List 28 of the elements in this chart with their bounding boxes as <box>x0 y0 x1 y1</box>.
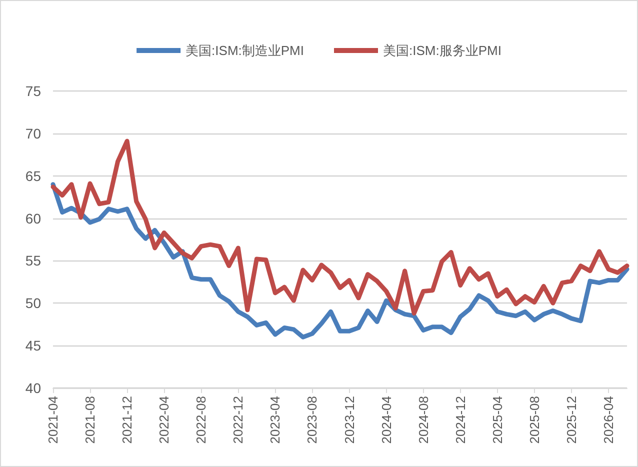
x-tick-label: 2021-08 <box>82 396 98 444</box>
x-tick-label: 2025-04 <box>490 396 505 444</box>
legend-label: 美国:ISM:制造业PMI <box>186 43 304 58</box>
x-tick-label: 2024-08 <box>416 396 431 444</box>
x-tick-label: 2023-04 <box>268 396 283 444</box>
y-tick-label: 45 <box>25 338 42 354</box>
y-tick-label: 75 <box>25 83 42 99</box>
x-tick-label: 2026-04 <box>600 396 616 444</box>
x-tick-label: 2022-08 <box>194 396 209 444</box>
y-tick-label: 60 <box>25 210 42 226</box>
x-tick-label: 2023-08 <box>304 396 320 444</box>
legend-label: 美国:ISM:服务业PMI <box>383 43 502 58</box>
x-tick-label: 2022-12 <box>230 396 246 444</box>
line-series <box>50 138 630 316</box>
x-tick-label: 2024-04 <box>378 396 394 444</box>
x-tick-label: 2023-12 <box>342 396 357 444</box>
y-tick-label: 65 <box>25 168 42 184</box>
x-tick-label: 2022-04 <box>156 396 172 444</box>
y-tick-label: 40 <box>25 380 42 396</box>
x-tick-label: 2025-08 <box>526 396 542 444</box>
x-tick-label: 2024-12 <box>452 396 468 444</box>
x-tick-label: 2021-04 <box>46 396 60 444</box>
y-tick-label: 55 <box>25 252 42 269</box>
line-series <box>50 182 630 340</box>
y-tick-label: 70 <box>25 125 42 142</box>
x-tick-label: 2025-12 <box>564 396 579 444</box>
y-tick-label: 50 <box>25 295 42 312</box>
x-tick-label: 2021-12 <box>120 396 135 444</box>
